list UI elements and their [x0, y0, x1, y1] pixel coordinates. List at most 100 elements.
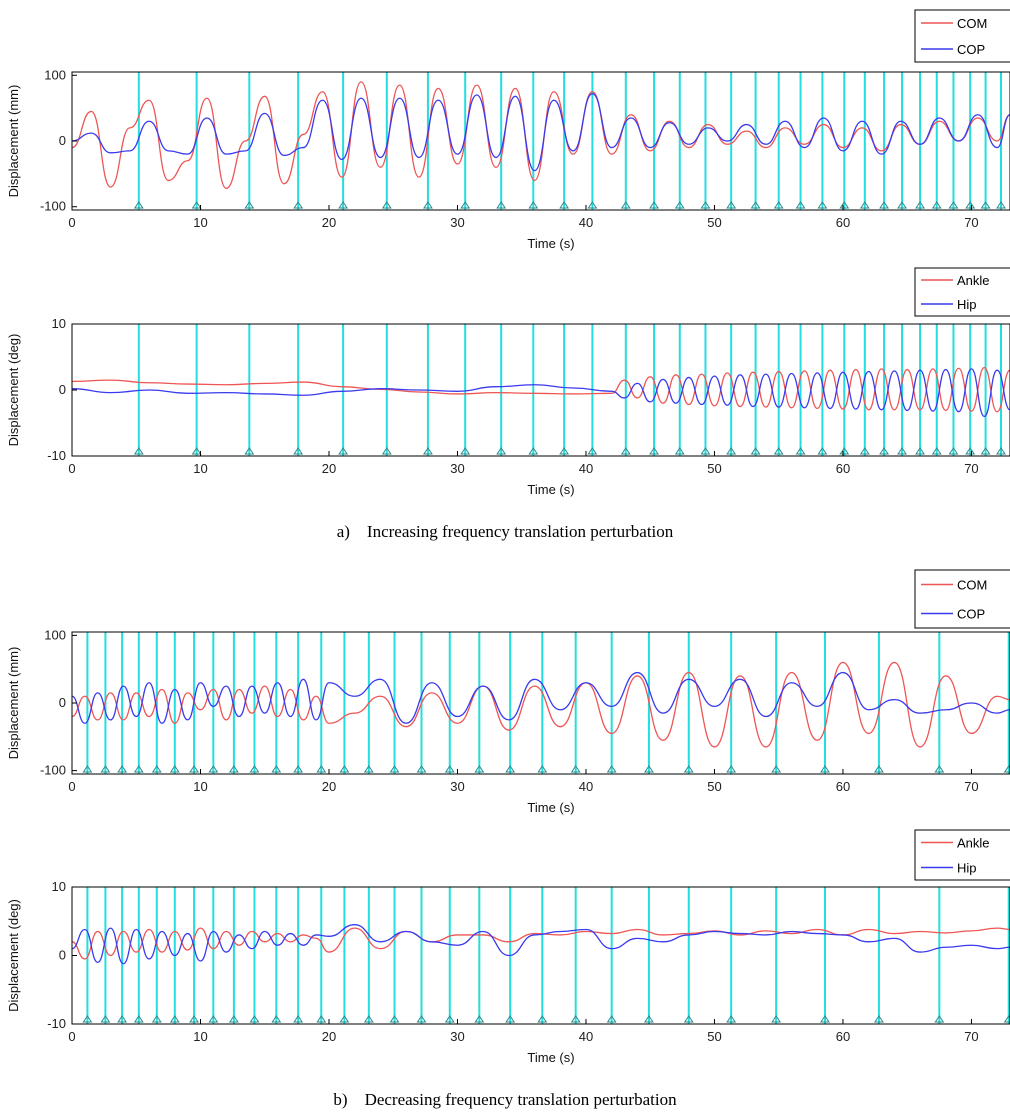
x-tick-label: 60 [836, 215, 850, 230]
perturbation-marker [474, 1015, 485, 1023]
x-tick-label: 40 [579, 1029, 593, 1044]
legend-box [914, 829, 1010, 881]
x-tick-label: 0 [68, 215, 75, 230]
legend-entry: COP [957, 42, 985, 57]
perturbation-marker [649, 201, 660, 209]
perturbation-marker [151, 1015, 162, 1023]
perturbation-marker [338, 447, 349, 455]
x-tick-label: 50 [707, 1029, 721, 1044]
perturbation-marker [587, 201, 598, 209]
legend-entry: COP [957, 607, 985, 622]
perturbation-marker [820, 765, 830, 773]
perturbation-marker [339, 1015, 350, 1023]
legend-entry: COM [957, 578, 987, 593]
y-tick-label: -10 [47, 448, 66, 463]
perturbation-marker [316, 765, 327, 773]
perturbation-marker [293, 765, 304, 773]
series-line-hip [72, 368, 1010, 418]
perturbation-marker [249, 1015, 260, 1023]
x-tick-label: 40 [579, 779, 593, 794]
perturbation-marker [606, 765, 617, 773]
x-tick-label: 70 [964, 461, 978, 476]
x-tick-label: 40 [579, 215, 593, 230]
perturbation-marker [82, 765, 93, 773]
perturbation-marker [897, 447, 908, 455]
perturbation-marker [100, 1015, 111, 1023]
perturbation-marker [771, 765, 782, 773]
perturbation-marker [117, 765, 128, 773]
perturbation-marker [683, 1015, 694, 1023]
perturbation-marker [474, 765, 485, 773]
perturbation-marker [649, 447, 660, 455]
y-tick-label: 10 [52, 316, 66, 331]
perturbation-marker [208, 1015, 219, 1023]
perturbation-marker [100, 765, 111, 773]
perturbation-marker [874, 1015, 884, 1023]
perturbation-marker [948, 447, 959, 455]
perturbation-marker [559, 201, 570, 209]
perturbation-marker [460, 447, 471, 455]
perturbation-marker [879, 447, 890, 455]
y-tick-label: 100 [44, 627, 66, 642]
y-tick-label: -100 [40, 199, 66, 214]
series-line-hip [72, 924, 1010, 965]
series-line-cop [72, 671, 1010, 724]
perturbation-marker [293, 447, 304, 455]
series-line-ankle [72, 366, 1010, 413]
y-axis-label: Displacement (deg) [6, 899, 21, 1012]
perturbation-marker [169, 765, 180, 773]
perturbation-marker [839, 201, 850, 209]
perturbation-marker [726, 201, 737, 209]
perturbation-marker [683, 765, 694, 773]
perturbation-marker [817, 201, 828, 209]
perturbation-marker [773, 201, 784, 209]
perturbation-marker [528, 201, 539, 209]
perturbation-marker [931, 201, 942, 209]
perturbation-marker [1003, 765, 1010, 773]
perturbation-marker [271, 1015, 282, 1023]
perturbation-marker [859, 201, 870, 209]
perturbation-marker [460, 201, 471, 209]
x-tick-label: 10 [193, 215, 207, 230]
y-tick-label: 0 [59, 948, 66, 963]
perturbation-marker [293, 1015, 304, 1023]
caption-b: b) Decreasing frequency translation pert… [333, 1090, 677, 1109]
x-tick-label: 10 [193, 1029, 207, 1044]
perturbation-marker [316, 1015, 327, 1023]
perturbation-marker [700, 447, 711, 455]
x-axis-label: Time (s) [527, 800, 574, 815]
perturbation-marker [643, 1015, 654, 1023]
legend-entry: COM [957, 16, 987, 31]
series-line-com [72, 661, 1010, 748]
perturbation-marker [416, 765, 427, 773]
perturbation-marker [133, 201, 144, 209]
perturbation-marker [151, 765, 162, 773]
x-tick-label: 30 [450, 215, 464, 230]
x-tick-label: 20 [322, 461, 336, 476]
perturbation-marker [859, 447, 870, 455]
plot-frame [71, 71, 1010, 211]
perturbation-marker [208, 765, 219, 773]
perturbation-marker [389, 1015, 400, 1023]
series-line-cop [72, 93, 1010, 172]
perturbation-marker [363, 1015, 374, 1023]
x-tick-label: 0 [68, 461, 75, 476]
perturbation-marker [189, 1015, 200, 1023]
perturbation-marker [948, 201, 959, 209]
y-tick-label: 10 [52, 879, 66, 894]
legend-entry: Hip [957, 297, 977, 312]
x-tick-label: 10 [193, 461, 207, 476]
x-tick-label: 60 [836, 461, 850, 476]
perturbation-marker [915, 447, 925, 455]
legend-box [914, 267, 1010, 317]
perturbation-marker [169, 1015, 180, 1023]
perturbation-marker [874, 765, 884, 773]
x-tick-label: 50 [707, 461, 721, 476]
x-tick-label: 30 [450, 779, 464, 794]
perturbation-marker [228, 1015, 239, 1023]
perturbation-marker [606, 1015, 617, 1023]
perturbation-marker [559, 447, 570, 455]
perturbation-marker [228, 765, 239, 773]
